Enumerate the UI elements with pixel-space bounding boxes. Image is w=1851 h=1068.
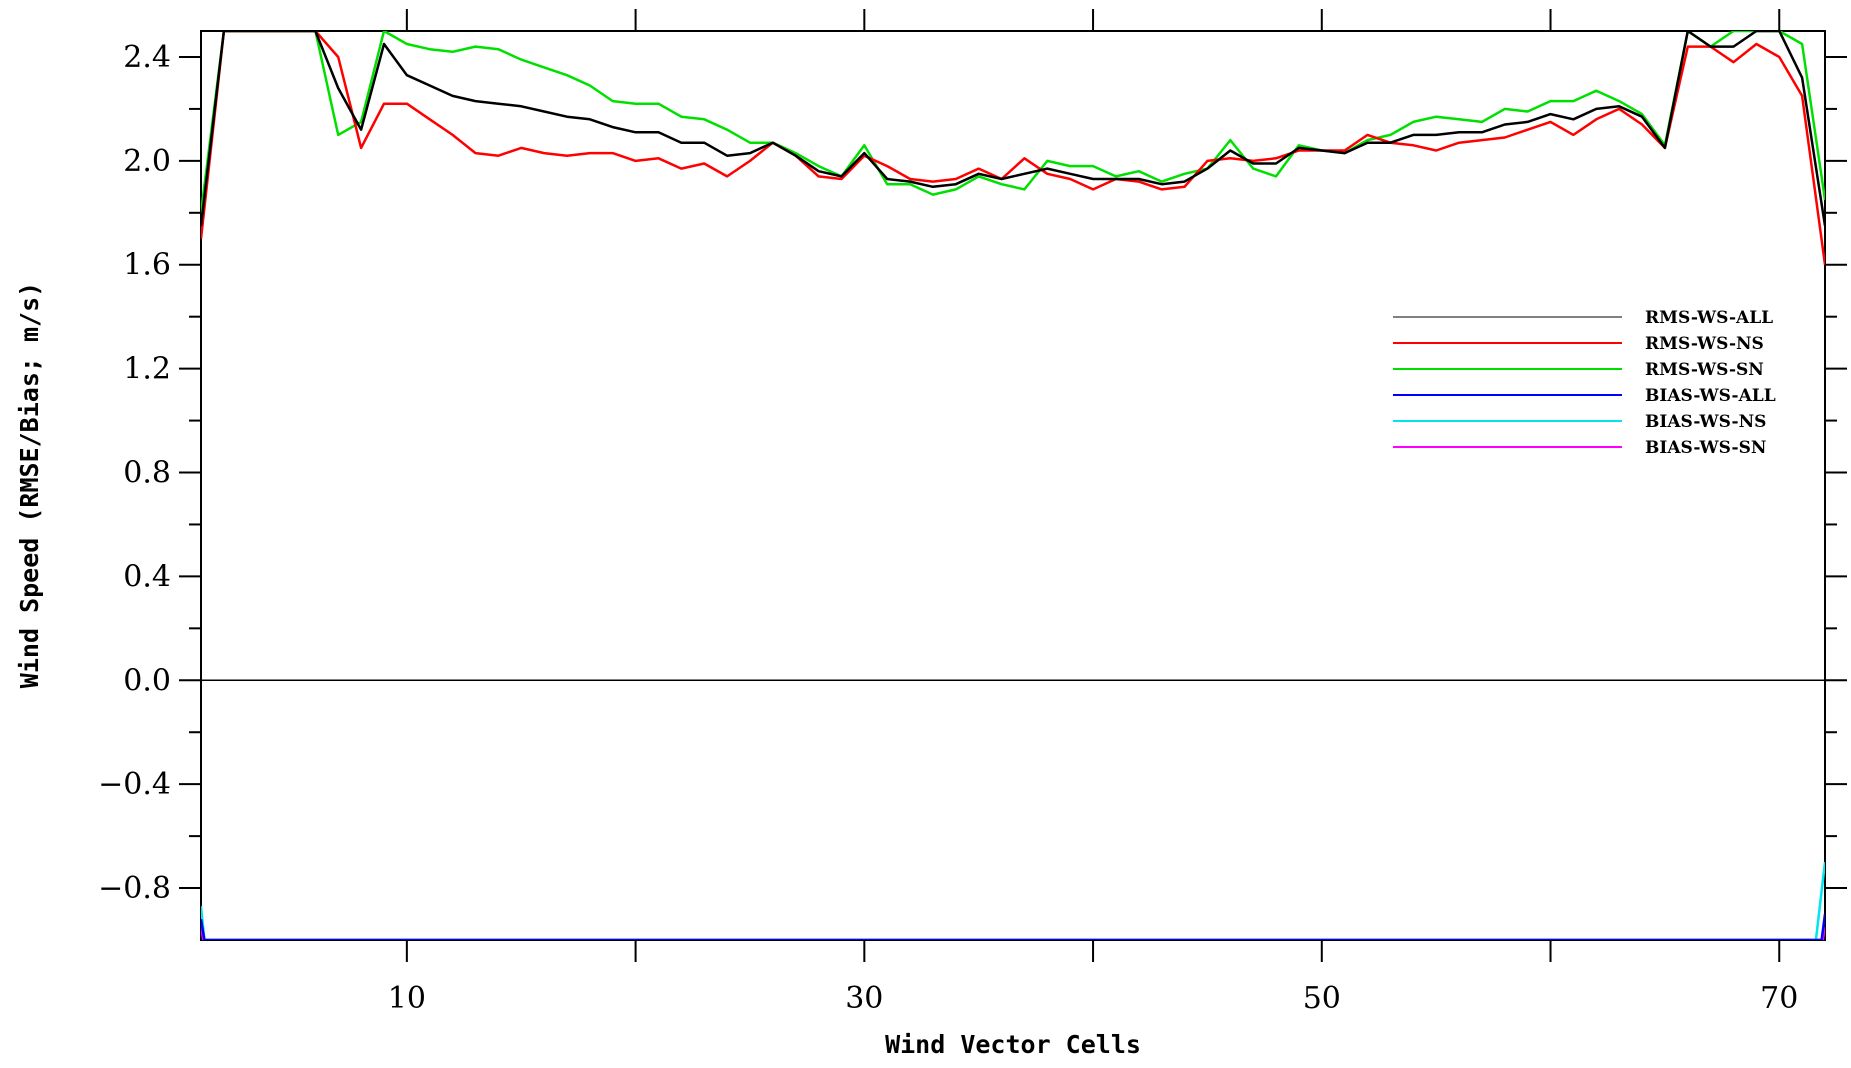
legend-label: RMS-WS-ALL	[1645, 308, 1773, 328]
series-line-rms-ws-all	[201, 31, 1825, 226]
legend-label: BIAS-WS-SN	[1645, 438, 1766, 458]
x-tick-label: 70	[1760, 981, 1798, 1016]
y-tick-label: 0.8	[123, 456, 171, 491]
y-tick-label: 0.0	[123, 663, 171, 698]
series-line-bias-ws-ns	[201, 861, 1825, 940]
series-line-bias-ws-all	[201, 913, 1825, 940]
x-tick-label: 10	[388, 981, 426, 1016]
y-tick-label: 2.0	[123, 144, 171, 179]
y-tick-label: 2.4	[123, 40, 171, 75]
y-tick-label: 1.2	[123, 352, 171, 387]
x-tick-label: 30	[845, 981, 883, 1016]
axis-ticks	[179, 9, 1847, 962]
series-line-rms-ws-ns	[201, 31, 1825, 265]
y-tick-label: −0.4	[98, 767, 171, 802]
x-axis-title: Wind Vector Cells	[885, 1030, 1141, 1059]
legend-label: RMS-WS-SN	[1645, 360, 1764, 380]
legend-label: RMS-WS-NS	[1645, 334, 1764, 354]
y-tick-label: 0.4	[123, 559, 171, 594]
series-line-bias-ws-sn	[201, 926, 1825, 940]
series-lines	[201, 31, 1825, 940]
y-axis-title: Wind Speed (RMSE/Bias; m/s)	[15, 282, 44, 688]
legend: RMS-WS-ALL RMS-WS-NS RMS-WS-SN BIAS-WS-ALL B…	[1393, 308, 1776, 458]
y-tick-label: −0.8	[98, 871, 171, 906]
x-tick-label: 50	[1303, 981, 1341, 1016]
y-tick-label: 1.6	[123, 248, 171, 283]
legend-label: BIAS-WS-NS	[1645, 412, 1766, 432]
x-tick-labels: 10 30 50 70	[388, 981, 1799, 1016]
legend-label: BIAS-WS-ALL	[1645, 386, 1776, 406]
series-line-rms-ws-sn	[201, 31, 1825, 213]
y-tick-labels: 2.4 2.0 1.6 1.2 0.8 0.4 0.0 −0.4 −0.8	[98, 40, 171, 906]
